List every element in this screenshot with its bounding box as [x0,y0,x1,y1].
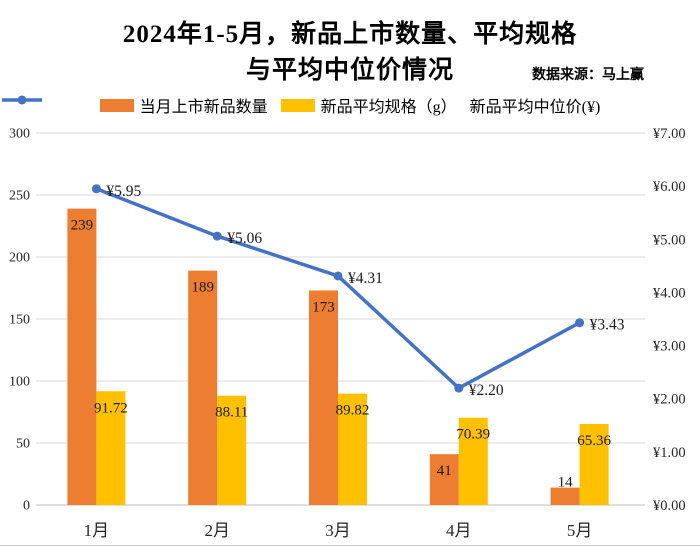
bar-value-label: 89.82 [336,403,370,419]
y-axis-tick-left: 100 [9,375,30,390]
bar [217,395,247,505]
bar [188,270,218,505]
legend-line-marker-icon [2,95,42,105]
bar [579,423,609,505]
y-axis-tick-left: 200 [9,251,30,266]
line-point-label: ¥5.06 [227,230,262,247]
line-marker [212,231,222,241]
y-axis-tick-right: ¥7.00 [653,126,686,142]
x-axis-label: 1月 [84,521,110,540]
bar-value-label: 88.11 [215,405,248,421]
bar [550,487,580,505]
y-axis-tick-right: ¥1.00 [653,445,686,461]
bar-value-label: 41 [437,463,452,479]
legend-item-bar-spec: 新品平均规格（g） [280,93,457,117]
x-axis-label: 3月 [325,521,351,540]
chart-legend: 当月上市新品数量 新品平均规格（g） 新品平均中位价(¥) [0,93,700,117]
x-axis-label: 2月 [204,521,230,540]
line-point-label: ¥2.20 [469,382,504,399]
legend-label: 新品平均中位价(¥) [469,99,601,116]
legend-label: 新品平均规格（g） [320,99,457,116]
y-axis-tick-left: 150 [9,313,30,328]
bar [96,391,126,505]
bar [429,454,459,505]
bar-value-label: 14 [558,475,574,491]
line-point-label: ¥3.43 [590,317,625,334]
bar-value-label: 239 [71,218,94,234]
screenshot-bottom-border [0,545,700,546]
line-marker [575,318,585,328]
bar [309,290,338,505]
y-axis-tick-right: ¥3.00 [653,339,686,355]
line-marker [454,383,464,393]
bar-value-label: 70.39 [456,427,490,443]
bar [338,393,367,505]
data-source-note: 数据来源：马上赢 [532,68,644,83]
line-marker [333,271,343,281]
y-axis-tick-right: ¥6.00 [653,179,686,195]
legend-item-line-price: 新品平均中位价(¥) [2,93,601,117]
y-axis-tick-left: 50 [16,437,30,452]
legend-item-bar-count: 当月上市新品数量 [99,93,268,117]
chart-title-line1: 2024年1-5月，新品上市数量、平均规格 [122,21,578,48]
bar [67,208,97,505]
x-axis-label: 4月 [446,521,472,540]
legend-label: 当月上市新品数量 [139,99,268,116]
line-point-label: ¥5.95 [106,183,141,200]
y-axis-tick-left: 300 [9,127,30,142]
bar-value-label: 91.72 [94,400,128,416]
line-point-label: ¥4.31 [348,270,383,287]
bar-value-label: 65.36 [577,433,611,449]
line-marker [91,184,101,194]
y-axis-tick-right: ¥2.00 [653,392,686,408]
y-axis-tick-right: ¥5.00 [653,232,686,248]
chart-title-line2: 与平均中位价情况 [245,57,454,84]
y-axis-tick-right: ¥0.00 [653,498,686,514]
y-axis-tick-right: ¥4.00 [653,285,686,301]
x-axis-label: 5月 [567,521,593,540]
y-axis-tick-left: 250 [9,189,30,204]
legend-swatch-orange [99,98,134,112]
y-axis-tick-left: 0 [23,499,30,514]
legend-swatch-yellow [280,98,315,112]
bar-value-label: 173 [312,299,335,315]
bar [458,417,488,505]
bar-value-label: 189 [191,280,214,296]
